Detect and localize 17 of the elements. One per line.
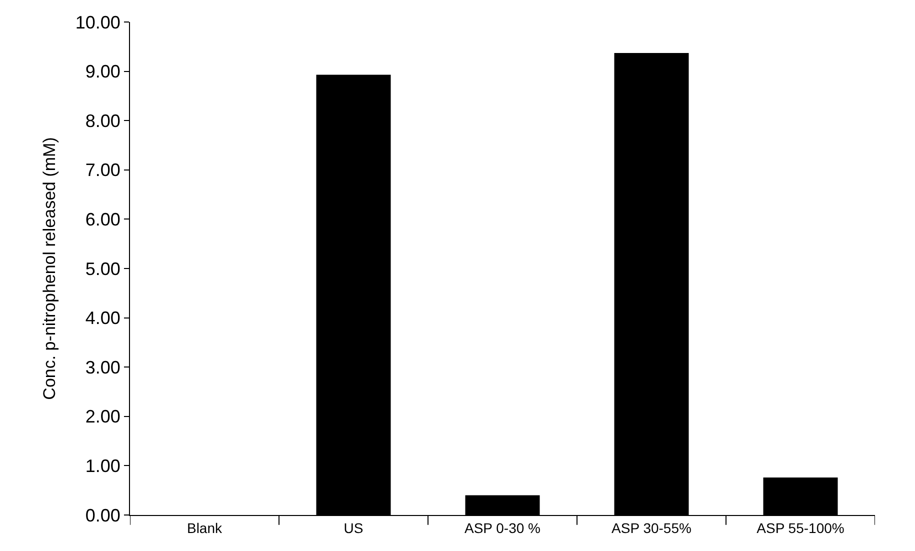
x-tick-label: Blank: [186, 520, 224, 536]
y-tick-label: 4.00: [85, 308, 120, 328]
x-tick-label: ASP 0-30 %: [464, 520, 541, 536]
y-tick-label: 3.00: [85, 357, 120, 378]
y-tick-label: 0.00: [85, 505, 120, 526]
y-tick-label: 7.00: [85, 160, 120, 180]
y-tick-label: 5.00: [85, 258, 120, 279]
y-tick-label: 8.00: [85, 110, 120, 131]
x-tick-label: US: [344, 520, 364, 536]
y-tick-label: 1.00: [85, 456, 120, 476]
x-tick-label: ASP 30-55%: [612, 520, 692, 536]
y-tick-label: 10.00: [75, 12, 120, 32]
x-tick-label: ASP 55-100%: [756, 520, 844, 536]
y-axis-title: Conc. p-nitrophenol released (mM): [40, 137, 59, 400]
y-tick-label: 9.00: [85, 62, 120, 82]
y-tick-label: 2.00: [85, 406, 120, 427]
y-tick-label: 6.00: [85, 210, 120, 230]
